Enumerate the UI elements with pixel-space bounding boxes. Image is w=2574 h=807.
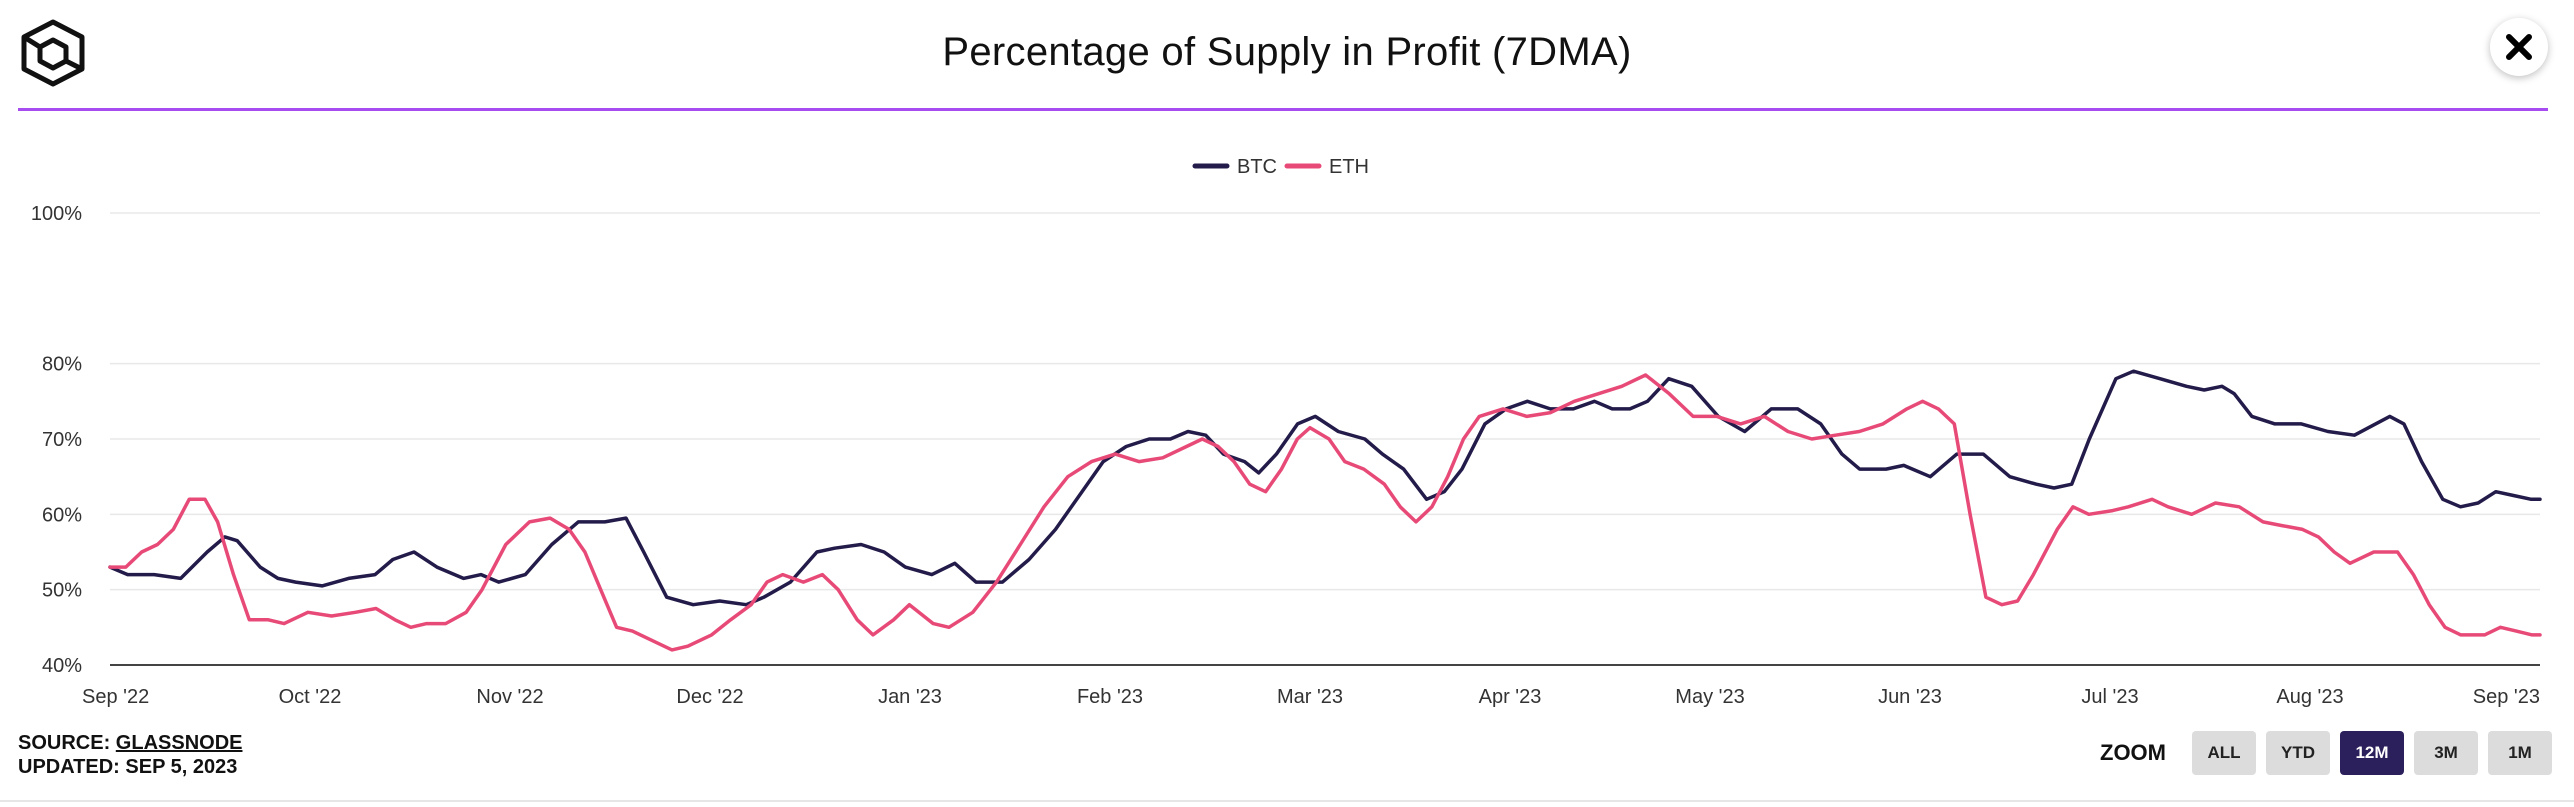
close-button[interactable] <box>2490 18 2548 76</box>
chart-legend: BTC ETH <box>1192 156 1369 178</box>
legend-label[interactable]: BTC <box>1237 156 1277 178</box>
series-line-btc <box>108 369 2542 607</box>
chart-series <box>108 369 2542 652</box>
x-tick-label: Oct '22 <box>279 686 342 708</box>
x-tick-label: Feb '23 <box>1077 686 1143 708</box>
close-icon <box>2506 34 2532 60</box>
y-tick-label: 40% <box>42 655 82 677</box>
y-tick-label: 60% <box>42 504 82 526</box>
source-block: SOURCE: GLASSNODE UPDATED: SEP 5, 2023 <box>18 731 242 779</box>
x-tick-label: Apr '23 <box>1479 686 1542 708</box>
x-tick-label: Sep '22 <box>82 686 149 708</box>
header-divider <box>18 108 2548 111</box>
page-title: Percentage of Supply in Profit (7DMA) <box>942 30 1632 74</box>
x-tick-label: Nov '22 <box>476 686 543 708</box>
cube-logo-icon <box>21 19 85 87</box>
zoom-controls: ZOOM ALL YTD 12M 3M 1M <box>2100 730 2552 776</box>
y-tick-label: 100% <box>31 203 82 225</box>
x-tick-label: Sep '23 <box>2473 686 2540 708</box>
legend-label[interactable]: ETH <box>1329 156 1369 178</box>
series-line-eth <box>108 373 2542 652</box>
zoom-label: ZOOM <box>2100 740 2166 765</box>
x-tick-label: Jun '23 <box>1878 686 1942 708</box>
x-tick-label: Dec '22 <box>676 686 743 708</box>
x-tick-label: Aug '23 <box>2276 686 2343 708</box>
zoom-all-button[interactable]: ALL <box>2192 731 2256 775</box>
source-prefix: SOURCE: <box>18 732 116 754</box>
updated-date: UPDATED: SEP 5, 2023 <box>18 756 238 778</box>
x-tick-label: Mar '23 <box>1277 686 1343 708</box>
y-tick-label: 70% <box>42 429 82 451</box>
zoom-ytd-button[interactable]: YTD <box>2266 731 2330 775</box>
zoom-3m-button[interactable]: 3M <box>2414 731 2478 775</box>
bottom-divider <box>0 800 2574 802</box>
line-chart: BTC ETH 40% 50% 60% 70% 80% 100% Sep '22 Oct '2… <box>31 156 2542 708</box>
y-axis-ticks: 40% 50% 60% 70% 80% 100% <box>31 203 82 677</box>
x-tick-label: Jul '23 <box>2081 686 2138 708</box>
source-link[interactable]: GLASSNODE <box>115 732 243 754</box>
x-tick-label: May '23 <box>1675 686 1744 708</box>
chart-grid <box>110 212 2540 666</box>
y-tick-label: 80% <box>42 354 82 376</box>
zoom-12m-button[interactable]: 12M <box>2340 731 2404 775</box>
x-axis-ticks: Sep '22 Oct '22 Nov '22 Dec '22 Jan '23 Feb '… <box>82 686 2540 708</box>
zoom-1m-button[interactable]: 1M <box>2488 731 2552 775</box>
x-tick-label: Jan '23 <box>878 686 942 708</box>
y-tick-label: 50% <box>42 580 82 602</box>
